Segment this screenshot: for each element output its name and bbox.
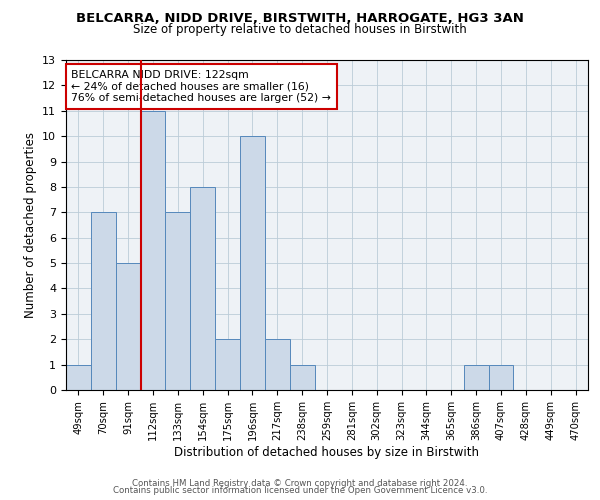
Bar xyxy=(66,364,91,390)
Bar xyxy=(290,364,314,390)
Bar xyxy=(190,187,215,390)
Text: Size of property relative to detached houses in Birstwith: Size of property relative to detached ho… xyxy=(133,22,467,36)
X-axis label: Distribution of detached houses by size in Birstwith: Distribution of detached houses by size … xyxy=(175,446,479,458)
Bar xyxy=(91,212,116,390)
Text: Contains HM Land Registry data © Crown copyright and database right 2024.: Contains HM Land Registry data © Crown c… xyxy=(132,478,468,488)
Bar xyxy=(265,339,290,390)
Text: BELCARRA NIDD DRIVE: 122sqm
← 24% of detached houses are smaller (16)
76% of sem: BELCARRA NIDD DRIVE: 122sqm ← 24% of det… xyxy=(71,70,331,103)
Bar xyxy=(240,136,265,390)
Text: Contains public sector information licensed under the Open Government Licence v3: Contains public sector information licen… xyxy=(113,486,487,495)
Bar xyxy=(140,111,166,390)
Text: BELCARRA, NIDD DRIVE, BIRSTWITH, HARROGATE, HG3 3AN: BELCARRA, NIDD DRIVE, BIRSTWITH, HARROGA… xyxy=(76,12,524,26)
Bar xyxy=(166,212,190,390)
Bar xyxy=(488,364,514,390)
Bar xyxy=(464,364,488,390)
Bar xyxy=(116,263,140,390)
Y-axis label: Number of detached properties: Number of detached properties xyxy=(23,132,37,318)
Bar xyxy=(215,339,240,390)
